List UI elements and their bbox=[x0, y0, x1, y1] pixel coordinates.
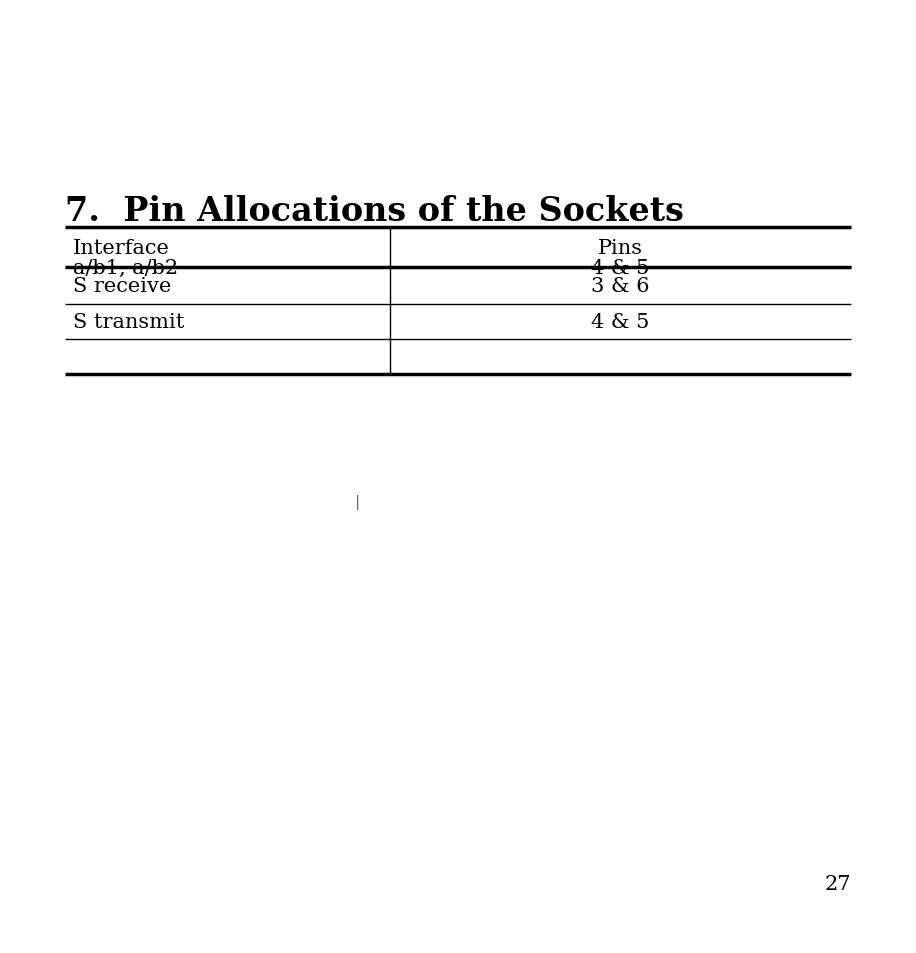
Text: |: | bbox=[355, 495, 361, 510]
Text: Pins: Pins bbox=[598, 238, 643, 257]
Text: 4 & 5: 4 & 5 bbox=[592, 313, 649, 332]
Text: 7.  Pin Allocations of the Sockets: 7. Pin Allocations of the Sockets bbox=[65, 194, 684, 228]
Text: Interface: Interface bbox=[73, 238, 169, 257]
Text: 4 & 5: 4 & 5 bbox=[592, 258, 649, 277]
Text: a/b1, a/b2: a/b1, a/b2 bbox=[73, 258, 178, 277]
Text: 3 & 6: 3 & 6 bbox=[591, 276, 649, 295]
Text: S transmit: S transmit bbox=[73, 313, 184, 332]
Text: 27: 27 bbox=[824, 875, 851, 894]
Text: S receive: S receive bbox=[73, 276, 171, 295]
